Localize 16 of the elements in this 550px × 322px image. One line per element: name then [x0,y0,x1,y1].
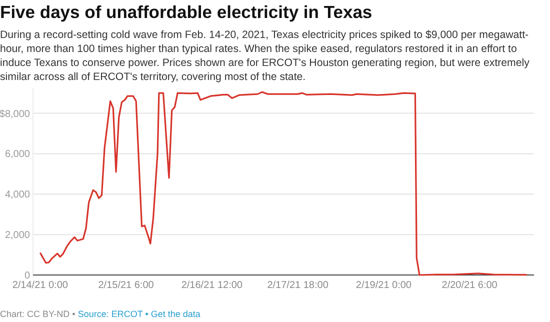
text: Chart: CC BY-ND • [0,309,76,319]
y-tick-label: 0 [24,270,30,282]
x-tick-label: 2/14/21 0:00 [12,280,68,291]
y-tick-label: 6,000 [4,149,30,160]
y-tick-label: 2,000 [4,230,30,242]
x-tick-label: 2/19/21 0:00 [356,280,412,291]
y-tick-label: 4,000 [4,190,30,201]
chart-title: Five days of unaffordable electricity in Texas [0,2,372,23]
text: Get the data [148,309,200,319]
x-tick-label: 2/20/21 6:00 [442,280,498,291]
chart-subtitle: During a record-setting cold wave from Feb. 14-20, 2021, Texas electricity prices spiked to $9,000 per megawatt-hour, more than 100 times higher than typical rates. When the spike eased, regulators restored it in an effort to induce Texans to conserve power. Prices shown are for ERCOT's Houston generating region, but were extremely similar across all of ERCOT's territory, covering most of the state. [0,28,530,84]
source-note: Source: ERCOT • [75,309,148,319]
x-tick-label: 2/16/21 12:00 [181,280,243,291]
x-tick-label: 2/15/21 6:00 [98,280,154,291]
line-series [39,91,528,276]
x-tick-label: 2/17/21 18:00 [267,280,329,291]
